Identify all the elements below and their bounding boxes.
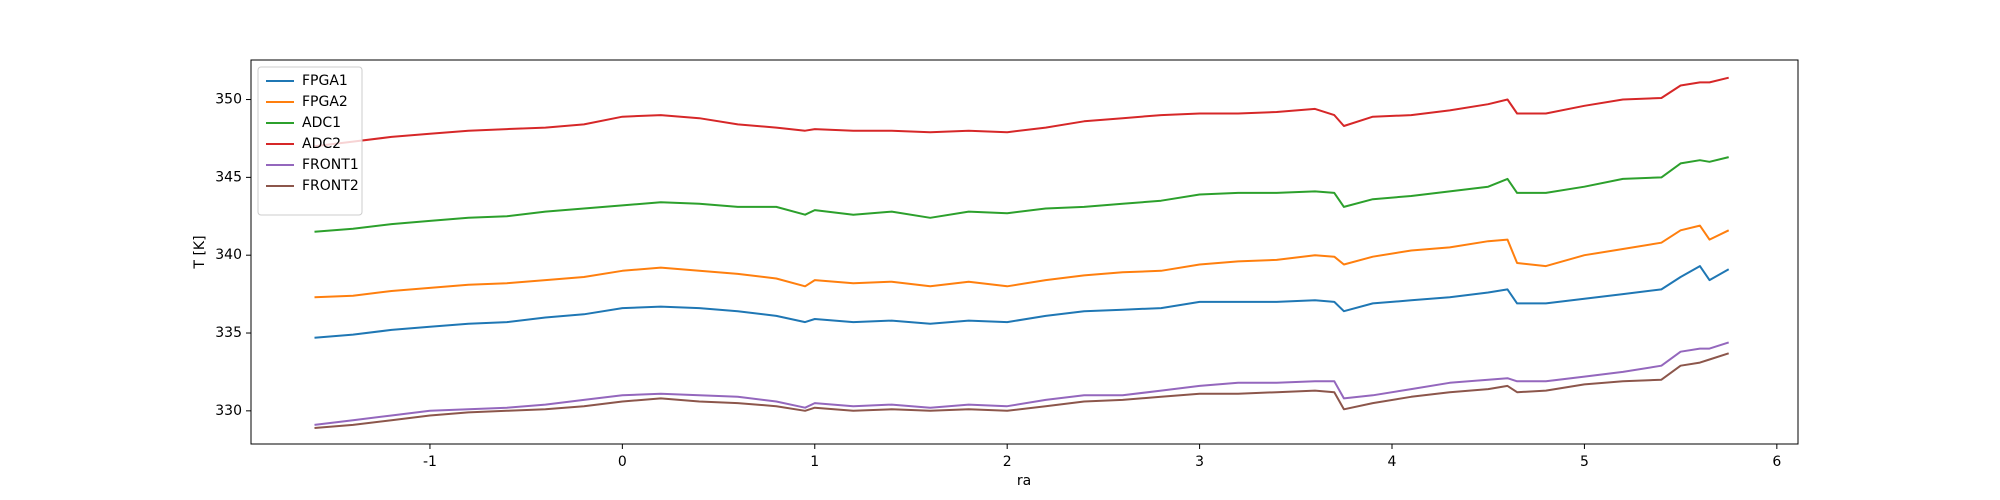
legend-label: ADC1 (302, 115, 341, 131)
legend-label: FRONT1 (302, 157, 359, 173)
y-tick-label: 330 (215, 403, 242, 419)
series-line (314, 156, 1729, 233)
y-tick-label: 335 (215, 325, 242, 341)
legend-label: ADC2 (302, 136, 341, 152)
series-line (314, 265, 1730, 339)
x-axis-label: ra (1017, 473, 1031, 489)
legend-label: FRONT2 (302, 178, 359, 194)
legend: FPGA1 FPGA2 ADC1 ADC2 FRONT1 FRONT2 (257, 66, 363, 216)
legend-box (257, 66, 363, 216)
series-line (314, 352, 1730, 429)
x-tick-label: 2 (1003, 454, 1012, 470)
x-tick-label: 6 (1772, 454, 1781, 470)
x-tick-label: 0 (618, 454, 627, 470)
x-tick-label: 1 (810, 454, 819, 470)
series-line (314, 224, 1730, 299)
y-tick-label: 350 (215, 92, 242, 108)
x-tick-label: 4 (1388, 454, 1397, 470)
y-axis-label: T [K] (192, 235, 208, 269)
y-tick-label: 340 (215, 247, 242, 263)
series-line (314, 76, 1729, 148)
plot-frame (250, 59, 1799, 445)
x-tick-label: 3 (1195, 454, 1204, 470)
y-tick-label: 345 (215, 169, 242, 185)
legend-label: FPGA1 (302, 73, 348, 89)
x-tick-label: 5 (1580, 454, 1589, 470)
x-tick-label: -1 (423, 454, 437, 470)
legend-label: FPGA2 (302, 94, 348, 110)
series-line (314, 341, 1730, 426)
